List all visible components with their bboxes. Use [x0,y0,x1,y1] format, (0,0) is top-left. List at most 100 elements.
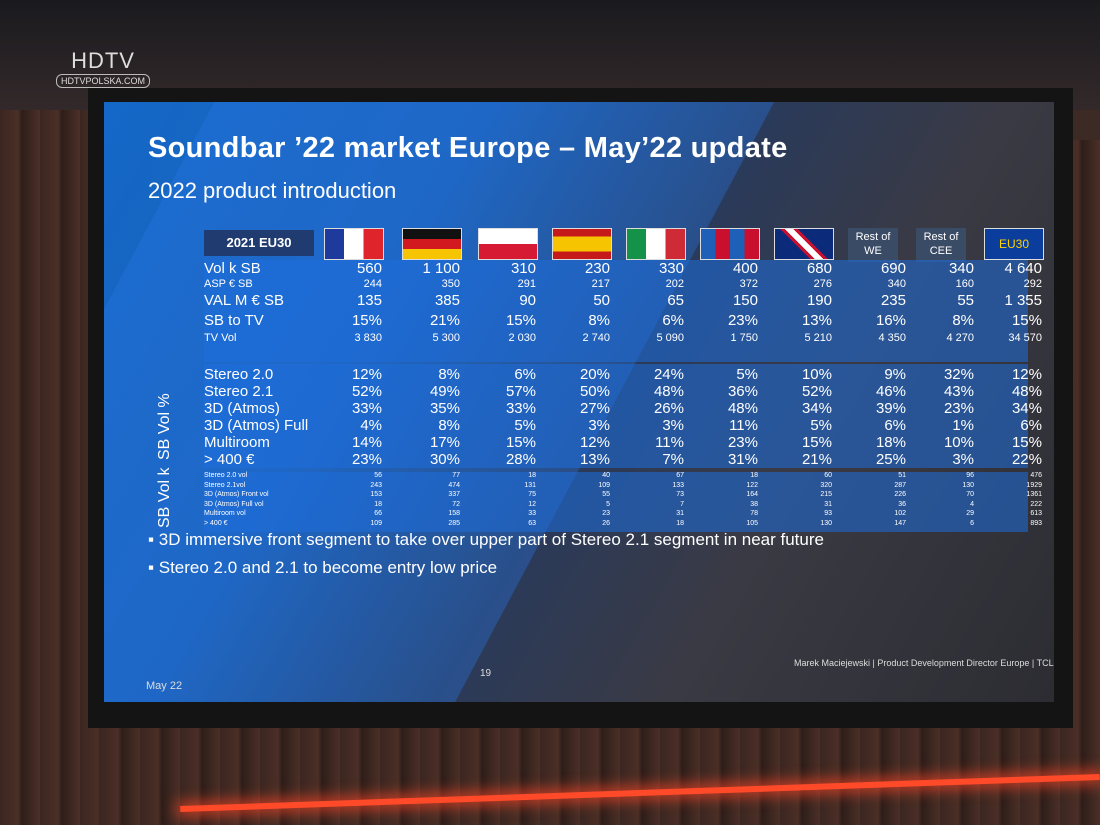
vol-k-row-label: 3D (Atmos) Front vol [204,491,269,498]
column-header-8: Rest of CEE [916,228,966,262]
table-cell: 26 [602,519,610,527]
row-label: TV Vol [204,332,237,344]
table-cell: 276 [813,278,832,290]
bullet-text: Stereo 2.0 and 2.1 to become entry low p… [158,558,498,577]
table-cell: 13% [801,312,832,329]
table-cell: 39% [875,400,906,417]
table-cell: 78 [750,510,758,517]
table-cell: 33% [351,400,382,417]
bullet-item: ▪ Stereo 2.0 and 2.1 to become entry low… [148,558,498,577]
table-cell: 52% [351,383,382,400]
table-cell: 5% [514,417,536,434]
table-cell: 15% [1011,434,1042,451]
table-band [204,472,1028,532]
table-cell: 50% [579,383,610,400]
table-cell: 9% [884,366,906,383]
table-band [204,260,1028,362]
table-cell: 15% [1011,312,1042,329]
table-cell: 77 [452,472,460,479]
table-cell: 18% [875,434,906,451]
table-cell: 310 [510,260,536,277]
table-cell: 25% [875,451,906,468]
table-cell: 337 [448,491,460,498]
vol-pct-row-label: Stereo 2.0 [204,366,274,383]
table-cell: 215 [820,491,832,498]
table-cell: 34% [801,400,832,417]
table-cell: 3% [662,417,684,434]
table-cell: 560 [356,260,382,277]
table-cell: 18 [528,472,536,479]
column-header-7: Rest of WE [848,228,898,262]
slide-subtitle: 2022 product introduction [148,178,397,203]
vol-k-row-label: Stereo 2.1vol [204,481,246,489]
table-cell: 18 [750,472,758,479]
footer-date: May 22 [146,680,183,692]
table-cell: 7% [662,451,684,468]
table-cell: 18 [676,519,684,527]
table-cell: 48% [727,400,758,417]
table-cell: 291 [517,278,536,290]
table-cell: 21% [801,451,832,468]
table-cell: 1929 [1026,481,1042,489]
table-cell: 340 [887,278,906,290]
table-cell: 52% [801,383,832,400]
table-cell: 190 [806,292,832,309]
table-cell: 40 [602,472,610,479]
table-cell: 16% [875,312,906,329]
table-cell: 90 [519,292,536,309]
table-cell: 10% [943,434,974,451]
table-cell: 6% [884,417,906,434]
table-body: Vol k SB 560 1 100 310 230 330 400 680 690 340 4 6… [148,260,1042,532]
table-cell: 15% [505,434,536,451]
table-cell: 70 [966,491,974,498]
table-cell: 23% [727,312,758,329]
table-cell: 372 [739,278,758,290]
table-cell: 72 [452,500,460,508]
table-cell: 8% [588,312,610,329]
table-cell: 29 [966,510,974,517]
row-label: ASP € SB [204,278,253,290]
table-cell: 226 [894,491,906,498]
table-cell: 17% [429,434,460,451]
table-cell: 230 [584,260,610,277]
table-cell: 6 [970,519,974,527]
eu-flag-icon: EU30 [984,228,1044,260]
table-cell: 5 210 [804,332,832,344]
table-band [204,364,1028,468]
table-cell: 8% [438,366,460,383]
bullet-text: 3D immersive front segment to take over … [158,530,824,549]
table-cell: 30% [429,451,460,468]
table-cell: 38 [750,500,758,508]
table-cell: 22% [1011,451,1042,468]
table-cell: 1 355 [1004,292,1042,309]
table-cell: 43% [943,383,974,400]
table-cell: 5% [736,366,758,383]
table-cell: 14% [351,434,382,451]
table-cell: 12% [351,366,382,383]
footer-page-number: 19 [480,668,492,679]
table-cell: 4 270 [946,332,974,344]
table-cell: 122 [746,481,758,489]
table-cell: 476 [1030,472,1042,479]
table-cell: 6% [662,312,684,329]
table-cell: 3% [952,451,974,468]
poland-flag-icon [478,228,538,260]
table-cell: 23% [351,451,382,468]
table-cell: 131 [524,481,536,489]
table-cell: 28% [505,451,536,468]
presentation-slide: Soundbar ’22 market Europe – May’22 upda… [104,102,1054,702]
table-cell: 133 [672,481,684,489]
vol-pct-row-label: 3D (Atmos) Full [204,417,309,434]
nordics-flag-icon [700,228,760,260]
table-cell: 350 [441,278,460,290]
row-label: Vol k SB [204,260,261,277]
table-cell: 292 [1023,278,1042,290]
vol-pct-row-label: Multiroom [204,434,270,451]
table-cell: 147 [894,519,906,527]
table-cell: 1 750 [730,332,758,344]
corner-label: 2021 EU30 [204,230,314,256]
table-cell: 5 [606,500,610,508]
table-cell: 20% [579,366,610,383]
table-cell: 6% [514,366,536,383]
table-cell: 4 640 [1004,260,1042,277]
